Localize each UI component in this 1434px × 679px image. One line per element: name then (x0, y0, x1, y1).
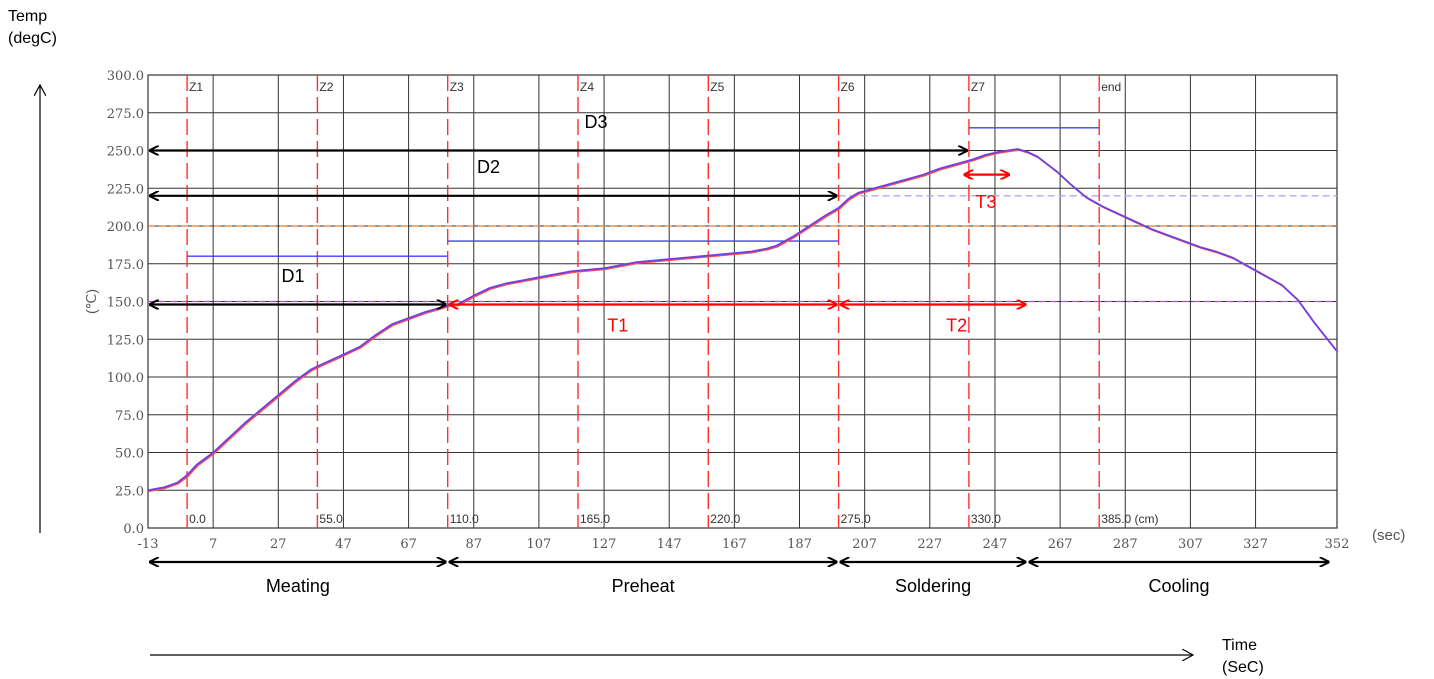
zone-position-label: 275.0 (841, 512, 871, 526)
y-tick-label: 250.0 (107, 145, 144, 160)
x-tick-label: 307 (1178, 537, 1203, 552)
y-tick-label: 300.0 (107, 69, 144, 84)
y-tick-label: 150.0 (107, 296, 144, 311)
y-tick-label: 175.0 (107, 258, 144, 273)
y-axis-label: (℃) (83, 289, 99, 314)
x-axis-label: (sec) (1372, 527, 1405, 544)
annotation-label: T1 (607, 316, 628, 336)
x-tick-label: 167 (722, 537, 747, 552)
annotation-label: D2 (477, 157, 500, 177)
y-tick-label: 275.0 (107, 107, 144, 122)
setpoint-lines (187, 127, 1100, 257)
zone-label: Z3 (450, 80, 464, 94)
phase-arrows: Meating Preheat Soldering Cooling (150, 562, 1328, 596)
y-tick-label: 0.0 (123, 522, 144, 537)
annotation-label: T2 (946, 316, 967, 336)
zone-position-label: 385.0 (cm) (1101, 512, 1158, 526)
y-tick-label: 200.0 (107, 220, 144, 235)
zone-position-label: 220.0 (710, 512, 740, 526)
x-tick-label: 267 (1048, 537, 1073, 552)
zone-label: Z7 (971, 80, 985, 94)
x-tick-label: 327 (1243, 537, 1268, 552)
zone-position-label: 165.0 (580, 512, 610, 526)
x-tick-label: 187 (787, 537, 812, 552)
zone-position-label: 55.0 (319, 512, 343, 526)
x-tick-label: 107 (526, 537, 551, 552)
time-axis-label: Time (SeC) (1222, 637, 1264, 676)
x-tick-label: 27 (270, 537, 287, 552)
y-tick-label: 25.0 (115, 484, 144, 499)
x-tick-label: 127 (592, 537, 617, 552)
annotations: D1 D2 D3 T1 T2 T3 (150, 112, 1026, 336)
x-tick-label: 87 (465, 537, 482, 552)
zone-position-label: 0.0 (189, 512, 206, 526)
y-tick-label: 125.0 (107, 333, 144, 348)
annotation-label: T3 (975, 192, 996, 212)
phase-label: Cooling (1148, 576, 1209, 596)
x-tick-label: 287 (1113, 537, 1138, 552)
phase-label: Preheat (612, 576, 675, 596)
x-tick-label: 67 (400, 537, 417, 552)
axes: 0.0 25.0 50.0 75.0 100.0 125.0 150.0 175.0 200.0… (83, 69, 1405, 552)
profile-line (147, 148, 1338, 492)
x-tick-label: 47 (335, 537, 352, 552)
x-tick-label: 207 (852, 537, 877, 552)
annotation-label: D3 (585, 112, 608, 132)
x-tick-label: 352 (1325, 537, 1350, 552)
zone-label: end (1101, 80, 1121, 94)
annotation-label: D1 (282, 266, 305, 286)
zone-label: Z4 (580, 80, 594, 94)
phase-label: Soldering (895, 576, 971, 596)
zone-label: Z1 (189, 80, 203, 94)
y-tick-label: 50.0 (115, 447, 144, 462)
profile-series (147, 148, 1339, 493)
phase-label: Meating (266, 576, 330, 596)
y-tick-label: 75.0 (115, 409, 144, 424)
x-tick-label: 247 (983, 537, 1008, 552)
x-tick-label: 7 (209, 537, 217, 552)
x-tick-label: 147 (657, 537, 682, 552)
zone-position-label: 110.0 (450, 512, 479, 526)
x-tick-label: -13 (138, 537, 159, 552)
zone-label: Z5 (710, 80, 724, 94)
y-tick-label: 100.0 (107, 371, 144, 386)
zone-label: Z2 (319, 80, 333, 94)
x-tick-label: 227 (917, 537, 942, 552)
temp-axis-label: Temp (degC) (8, 8, 57, 47)
y-tick-label: 225.0 (107, 182, 144, 197)
zone-label: Z6 (841, 80, 855, 94)
zone-position-label: 330.0 (971, 512, 1001, 526)
